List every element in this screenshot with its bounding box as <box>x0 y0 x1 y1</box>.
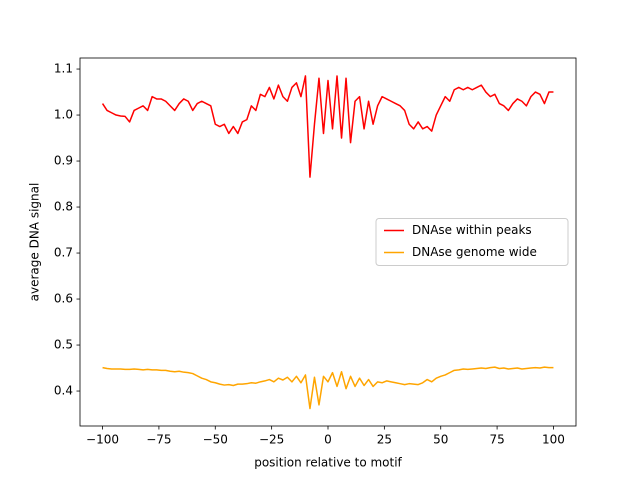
legend-box <box>375 218 569 266</box>
legend: DNAse within peaks DNAse genome wide <box>375 218 569 266</box>
x-tick-label: 100 <box>542 433 565 447</box>
legend-label: DNAse within peaks <box>412 223 532 237</box>
y-tick-label: 0.5 <box>54 338 73 352</box>
plot-frame <box>79 57 577 427</box>
x-tick-label: 25 <box>377 433 392 447</box>
y-tick-label: 0.6 <box>54 292 73 306</box>
x-tick-label: −50 <box>203 433 228 447</box>
y-tick-label: 0.4 <box>54 384 73 398</box>
data-line <box>102 366 554 410</box>
data-line <box>101 75 554 178</box>
legend-label: DNAse genome wide <box>412 245 537 259</box>
y-tick-label: 1.1 <box>54 62 73 76</box>
y-tick-label: 0.9 <box>54 154 73 168</box>
x-tick-label: 0 <box>324 433 332 447</box>
y-axis-label: average DNA signal <box>28 183 42 302</box>
x-tick-label: −100 <box>86 433 119 447</box>
x-tick-label: 75 <box>489 433 504 447</box>
y-tick-label: 0.8 <box>54 200 73 214</box>
y-tick-label: 0.7 <box>54 246 73 260</box>
x-axis-label: position relative to motif <box>254 456 402 470</box>
x-tick-label: −75 <box>146 433 171 447</box>
y-tick-label: 1.0 <box>54 108 73 122</box>
x-tick-label: 50 <box>433 433 448 447</box>
x-tick-label: −25 <box>259 433 284 447</box>
